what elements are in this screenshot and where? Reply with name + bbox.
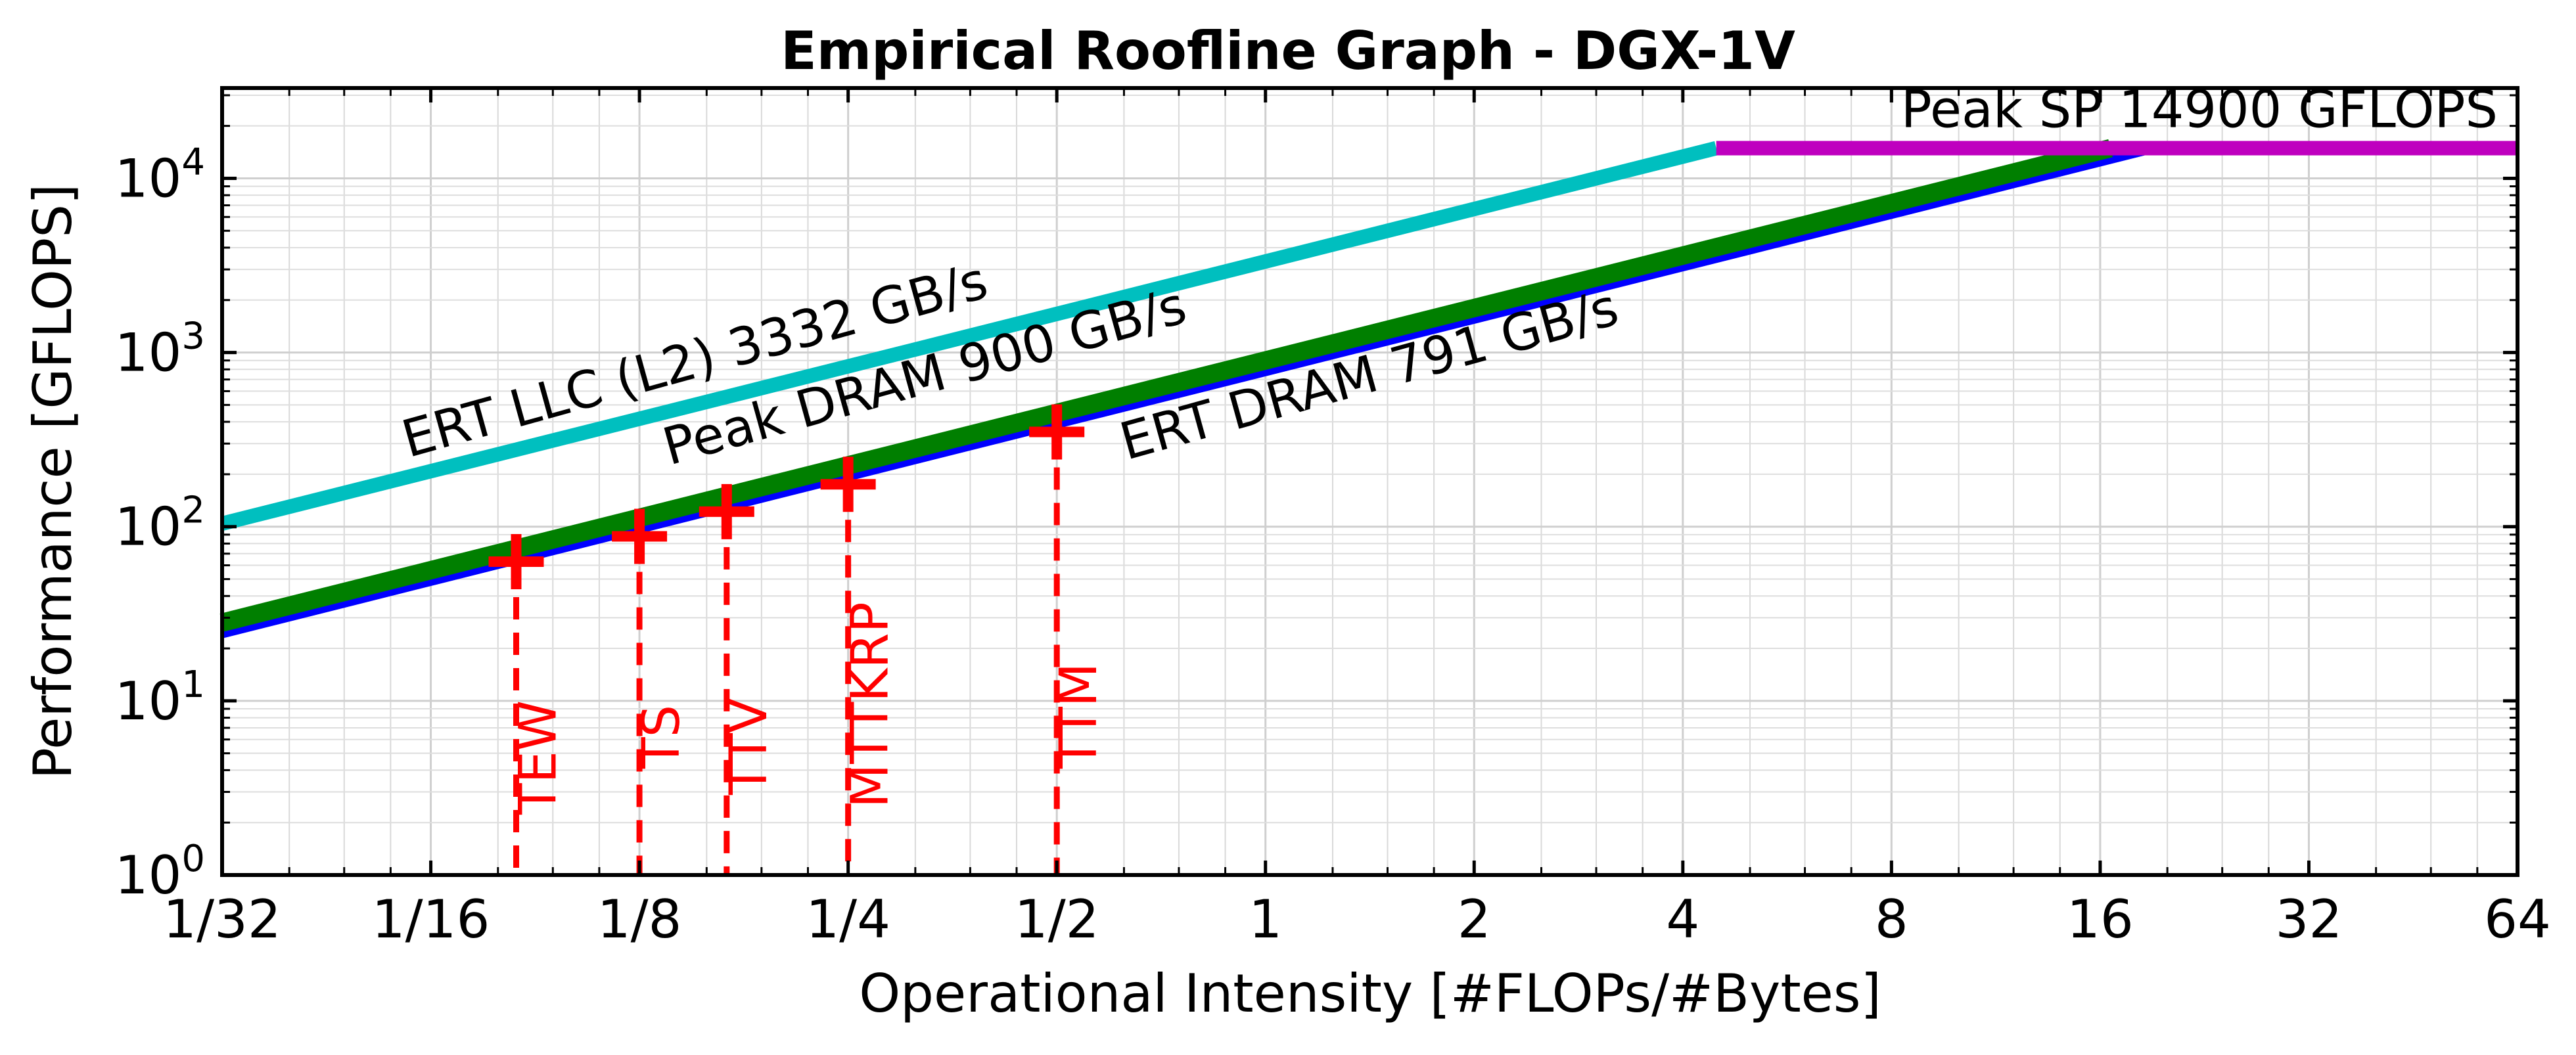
x-tick-label: 1/32 — [163, 889, 281, 950]
y-tick-label: 102 — [115, 489, 205, 558]
y-tick-exponent: 3 — [181, 315, 205, 358]
y-tick-base: 10 — [115, 497, 182, 558]
y-tick-label: 104 — [115, 141, 205, 209]
chart-title: Empirical Roofline Graph - DGX-1V — [781, 20, 1795, 81]
y-tick-label: 103 — [115, 315, 205, 384]
point-label-ts: TS — [632, 705, 691, 769]
x-tick-label: 2 — [1458, 889, 1491, 950]
y-tick-label: 100 — [115, 838, 205, 906]
x-tick-label: 1/2 — [1015, 889, 1099, 950]
roofline-lines — [219, 139, 2518, 639]
point-label-ttv: TTV — [720, 698, 779, 796]
roofline-ert-llc-l2-3332-gb-s — [220, 141, 1718, 531]
grid — [221, 88, 2519, 876]
roofline-ert-dram-791-gb-s — [220, 142, 2151, 639]
x-tick-label: 32 — [2276, 889, 2343, 950]
plot-frame — [220, 86, 2519, 877]
x-tick-label: 16 — [2067, 889, 2134, 950]
y-tick-base: 10 — [115, 323, 182, 384]
x-axis-ticks: 1/32 1/16 1/8 1/4 1/2 1 2 4 8 16 32 64 — [163, 88, 2551, 950]
roofline-peak-dram-900-gb-s — [219, 139, 2113, 632]
y-tick-exponent: 4 — [181, 141, 205, 183]
y-tick-base: 10 — [115, 671, 182, 732]
x-tick-label: 1/4 — [806, 889, 890, 950]
point-label-mttkrp: MTTKRP — [841, 602, 900, 808]
x-tick-label: 4 — [1666, 889, 1699, 950]
y-tick-base: 10 — [115, 148, 182, 209]
y-tick-exponent: 2 — [181, 489, 205, 532]
x-axis-label: Operational Intensity [#FLOPs/#Bytes] — [859, 963, 1881, 1024]
x-tick-label: 8 — [1875, 889, 1908, 950]
point-label-ttm: TTM — [1049, 663, 1109, 769]
x-tick-label: 1/16 — [372, 889, 490, 950]
x-tick-label: 64 — [2484, 889, 2551, 950]
y-axis-label: Performance [GFLOPS] — [22, 184, 83, 780]
x-tick-label: 1/8 — [597, 889, 682, 950]
y-tick-exponent: 0 — [181, 838, 205, 880]
y-tick-base: 10 — [115, 845, 182, 906]
kernel-points: TEW TS TTV MTTKRP TTM — [488, 404, 1109, 875]
y-tick-exponent: 1 — [181, 663, 205, 706]
y-tick-label: 101 — [115, 663, 205, 732]
roofline-label-peak-sp: Peak SP 14900 GFLOPS — [1901, 81, 2498, 140]
x-tick-label: 1 — [1249, 889, 1282, 950]
point-label-tew: TEW — [509, 700, 568, 815]
